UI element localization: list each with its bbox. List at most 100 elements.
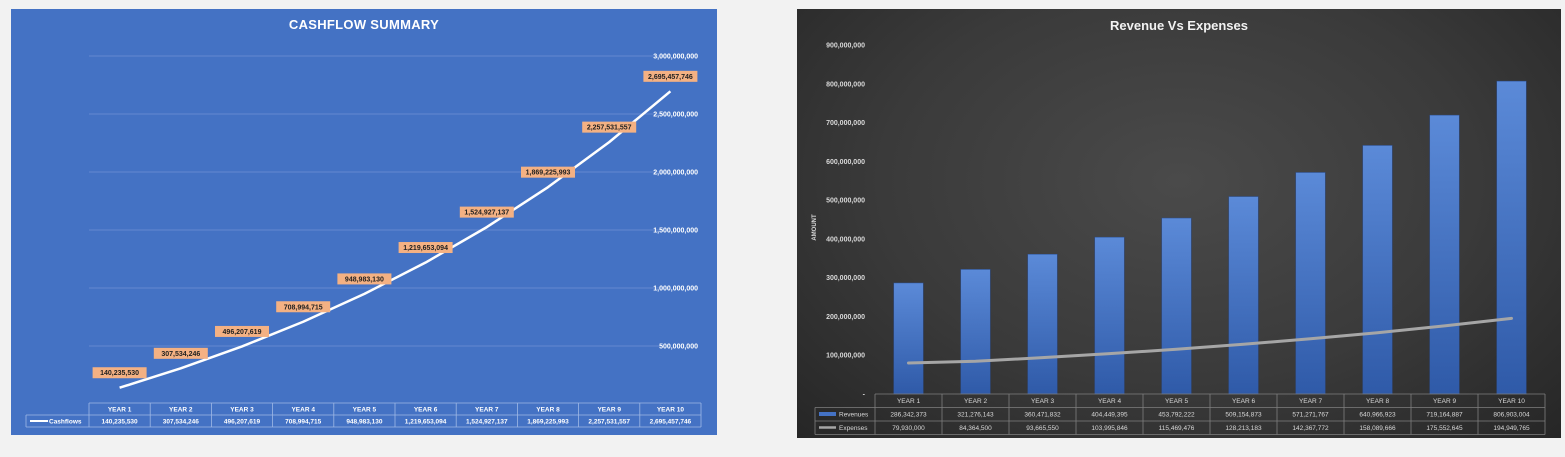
y-tick-label: 900,000,000: [826, 43, 865, 50]
revenue-expenses-plot: - 100,000,000 200,000,000 300,000,000 400,00…: [812, 43, 1546, 435]
table-header-cell: YEAR 4: [1098, 398, 1122, 405]
table-header-cell: YEAR 2: [964, 398, 988, 405]
table-cell: 2,695,457,746: [650, 419, 692, 426]
data-label-text: 307,534,246: [161, 351, 200, 358]
revenue-bar: [1362, 145, 1393, 395]
data-label-box: [398, 242, 453, 254]
data-label: 307,534,246: [153, 347, 208, 359]
table-cell: 286,342,373: [890, 412, 927, 419]
table-header-cell: YEAR 2: [169, 407, 193, 414]
table-header-cell: YEAR 5: [353, 407, 377, 414]
data-label-text: 1,219,653,094: [403, 245, 448, 252]
table-header-cell: YEAR 7: [1299, 398, 1323, 405]
table-header-cell: YEAR 7: [475, 407, 499, 414]
table-header-cell: YEAR 9: [597, 407, 621, 414]
table-cell: 93,665,550: [1026, 425, 1059, 432]
revenue-bar: [1429, 114, 1460, 395]
legend-key-revenues: [819, 412, 836, 416]
data-label-box: [521, 166, 575, 178]
data-label-text: 948,983,130: [345, 276, 384, 283]
y-tick-label: 500,000,000: [826, 198, 865, 205]
y-tick-label: 300,000,000: [826, 275, 865, 282]
table-header-cell: YEAR 3: [1031, 398, 1055, 405]
table-cell: 2,257,531,557: [588, 419, 630, 426]
legend-label-revenues: Revenues: [839, 412, 869, 419]
table-cell: 115,469,476: [1159, 425, 1195, 432]
data-label: 2,695,457,746: [643, 70, 698, 82]
data-label-box: [582, 121, 637, 133]
data-label-text: 140,235,530: [100, 370, 139, 377]
table-cell: 719,164,887: [1426, 412, 1463, 419]
table-header-cell: YEAR 10: [657, 407, 684, 414]
table-cell: 496,207,619: [224, 419, 261, 426]
table-cell: 360,471,832: [1024, 412, 1061, 419]
table-cell: 509,154,873: [1225, 412, 1262, 419]
data-label: 2,257,531,557: [582, 121, 637, 133]
table-header-cell: YEAR 1: [108, 407, 132, 414]
revenue-bar: [893, 282, 924, 395]
y-tick-label: 100,000,000: [826, 353, 865, 360]
cashflow-plot: 500,000,000 1,000,000,000 1,500,000,000 2,0…: [25, 54, 702, 428]
y-tick-label: 500,000,000: [659, 344, 698, 351]
table-header-cell: YEAR 9: [1433, 398, 1457, 405]
table-cell: 128,213,183: [1225, 425, 1262, 432]
data-label: 948,983,130: [337, 273, 392, 285]
data-label-text: 708,994,715: [284, 304, 323, 311]
table-cell: 103,995,846: [1091, 425, 1128, 432]
revenue-bar: [1228, 196, 1259, 395]
data-label-text: 2,257,531,557: [587, 125, 632, 132]
data-label: 1,219,653,094: [398, 242, 453, 254]
table-header-cell: YEAR 4: [291, 407, 315, 414]
expenses-line: [907, 316, 1513, 365]
cashflow-line: [119, 90, 672, 389]
legend-label-cashflows: Cashflows: [49, 419, 82, 426]
table-cell: 806,903,004: [1493, 412, 1530, 419]
cashflow-summary-chart: CASHFLOW SUMMARY 500,000,000 1,000,000,00…: [11, 9, 717, 435]
table-header-cell: YEAR 8: [536, 407, 560, 414]
chart-title: CASHFLOW SUMMARY: [288, 17, 440, 32]
y-tick-label: 2,000,000,000: [653, 170, 698, 177]
table-cell: 571,271,767: [1292, 412, 1329, 419]
y-tick-label: 400,000,000: [826, 236, 865, 243]
table-header-cell: YEAR 6: [414, 407, 438, 414]
table-cell: 142,367,772: [1292, 425, 1329, 432]
table-header-cell: YEAR 8: [1366, 398, 1390, 405]
table-cell: 1,524,927,137: [466, 419, 508, 426]
table-header-cell: YEAR 5: [1165, 398, 1189, 405]
revenue-bar: [960, 269, 991, 395]
table-cell: 453,792,222: [1158, 412, 1195, 419]
data-label-box: [92, 367, 147, 379]
y-axis-title: AMOUNT: [812, 214, 818, 241]
table-cell: 321,276,143: [957, 412, 994, 419]
table-cell: 158,089,666: [1359, 425, 1396, 432]
data-label: 1,524,927,137: [459, 206, 514, 218]
y-tick-label: 200,000,000: [826, 314, 865, 321]
y-tick-label: 600,000,000: [826, 159, 865, 166]
table-cell: 948,983,130: [346, 419, 383, 426]
table-cell: 79,930,000: [892, 425, 925, 432]
table-cell: 194,949,765: [1493, 425, 1530, 432]
y-tick-label: 800,000,000: [826, 81, 865, 88]
y-tick-label: 700,000,000: [826, 120, 865, 127]
data-label: 708,994,715: [276, 301, 331, 313]
y-tick-label: 1,500,000,000: [653, 228, 698, 235]
revenue-bar: [1027, 253, 1058, 395]
revenue-vs-expenses-chart: Revenue Vs Expenses - 100,000,000 200,000,…: [797, 9, 1561, 438]
data-label: 1,869,225,993: [521, 166, 575, 178]
table-cell: 140,235,530: [102, 419, 139, 426]
table-header-cell: YEAR 6: [1232, 398, 1256, 405]
revenue-bar: [1161, 217, 1192, 395]
data-label-box: [459, 206, 514, 218]
data-label-text: 2,695,457,746: [648, 74, 693, 81]
table-cell: 640,966,923: [1359, 412, 1396, 419]
table-cell: 1,219,653,094: [405, 419, 447, 426]
data-label-box: [276, 301, 331, 313]
data-label-text: 496,207,619: [223, 329, 262, 336]
data-label-box: [337, 273, 392, 285]
y-tick-label: 2,500,000,000: [653, 112, 698, 119]
data-label: 496,207,619: [215, 325, 269, 337]
y-tick-label: 1,000,000,000: [653, 286, 698, 293]
y-tick-label: -: [863, 392, 866, 399]
table-header-cell: YEAR 3: [230, 407, 254, 414]
table-cell: 708,994,715: [285, 419, 322, 426]
